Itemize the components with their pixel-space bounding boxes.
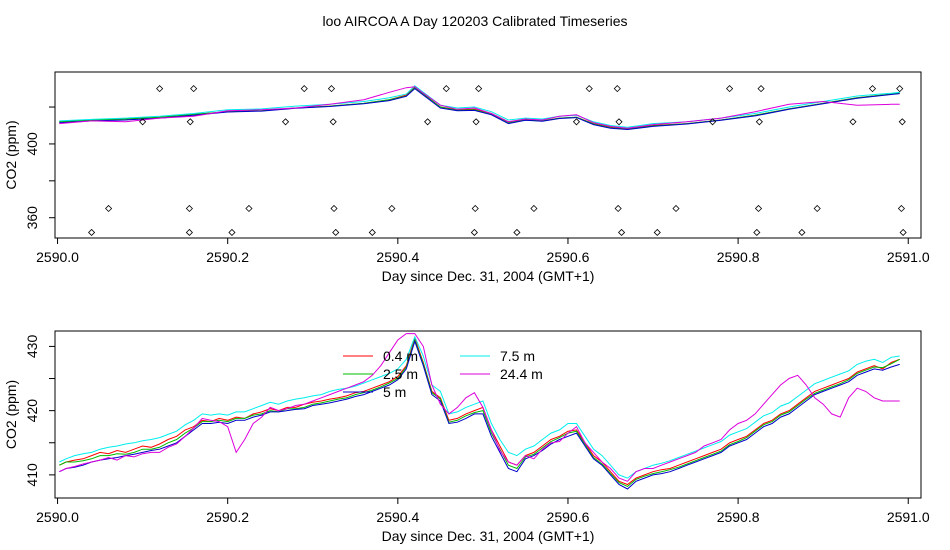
series-line-5 (59, 86, 900, 129)
data-point (185, 228, 193, 237)
data-point (757, 85, 765, 93)
data-point (896, 85, 904, 93)
data-point (849, 118, 857, 126)
y-tick-label: 400 (24, 132, 40, 156)
chart-title: loo AIRCOA A Day 120203 Calibrated Times… (322, 13, 627, 29)
series-line-5-m (59, 339, 900, 490)
data-point (88, 228, 96, 237)
y-axis-label: CO2 (ppm) (3, 120, 19, 189)
data-point (190, 85, 198, 93)
data-point (585, 85, 593, 93)
legend-label: 0.4 m (383, 348, 418, 364)
data-point (327, 85, 336, 93)
data-point (105, 204, 113, 213)
series-line-2-5-m (59, 338, 900, 487)
data-point (753, 228, 761, 237)
data-point (572, 118, 581, 126)
plot-area-2 (59, 333, 900, 490)
x-tick-label: 2590.8 (717, 249, 760, 265)
series-line-4 (59, 85, 900, 128)
data-point (672, 204, 680, 213)
data-point (530, 204, 538, 213)
data-point (755, 118, 763, 126)
data-point (442, 85, 450, 93)
data-point (329, 118, 337, 126)
data-point (653, 228, 661, 237)
x-tick-label: 2590.0 (36, 509, 79, 525)
plot-frame-1 (54, 71, 922, 239)
plot-frame-2 (54, 330, 922, 499)
data-point (813, 204, 821, 213)
plot-area-1 (59, 85, 907, 237)
y-tick-label: 410 (24, 463, 40, 487)
legend-label: 7.5 m (500, 348, 535, 364)
x-axis-label: Day since Dec. 31, 2004 (GMT+1) (382, 268, 595, 284)
data-point (613, 85, 621, 93)
x-tick-label: 2590.8 (717, 509, 760, 525)
data-point (470, 228, 478, 237)
data-point (330, 204, 338, 213)
x-tick-label: 2590.0 (36, 249, 79, 265)
data-point (897, 204, 905, 213)
data-point (754, 204, 763, 213)
data-point (472, 118, 480, 126)
data-point (868, 85, 877, 93)
x-tick-label: 2590.2 (206, 249, 249, 265)
data-point (186, 118, 194, 126)
data-point (726, 85, 734, 93)
y-tick-label: 420 (24, 399, 40, 423)
x-tick-label: 2591.0 (887, 509, 930, 525)
data-point (898, 118, 906, 126)
data-point (475, 85, 483, 93)
data-point (513, 228, 521, 237)
data-point (471, 204, 479, 213)
y-tick-label: 430 (24, 335, 40, 359)
legend-label: 5 m (383, 384, 406, 400)
data-point (281, 118, 290, 126)
data-point (798, 228, 806, 237)
data-point (709, 118, 717, 126)
series-line-7-5-m (59, 335, 900, 479)
data-point (228, 228, 236, 237)
legend-label: 2.5 m (383, 366, 418, 382)
x-tick-label: 2590.6 (547, 249, 590, 265)
series-line-24-4-m (59, 333, 900, 482)
legend-label: 24.4 m (500, 366, 543, 382)
x-axis-label: Day since Dec. 31, 2004 (GMT+1) (382, 528, 595, 544)
y-axis-label: CO2 (ppm) (3, 380, 19, 449)
series-line-3 (59, 87, 900, 131)
data-point (614, 204, 622, 213)
data-point (332, 228, 340, 237)
y-tick-label: 360 (24, 206, 40, 230)
data-point (139, 118, 147, 126)
x-tick-label: 2590.2 (206, 509, 249, 525)
data-point (899, 228, 907, 237)
x-tick-label: 2590.4 (376, 249, 419, 265)
x-tick-label: 2591.0 (887, 249, 930, 265)
data-point (245, 204, 253, 213)
data-point (300, 85, 308, 93)
data-point (388, 204, 396, 213)
data-point (156, 85, 164, 93)
data-point (368, 228, 376, 237)
x-tick-label: 2590.4 (376, 509, 419, 525)
data-point (185, 204, 193, 213)
data-point (424, 118, 432, 126)
data-point (617, 228, 626, 237)
data-point (615, 118, 623, 126)
x-tick-label: 2590.6 (547, 509, 590, 525)
